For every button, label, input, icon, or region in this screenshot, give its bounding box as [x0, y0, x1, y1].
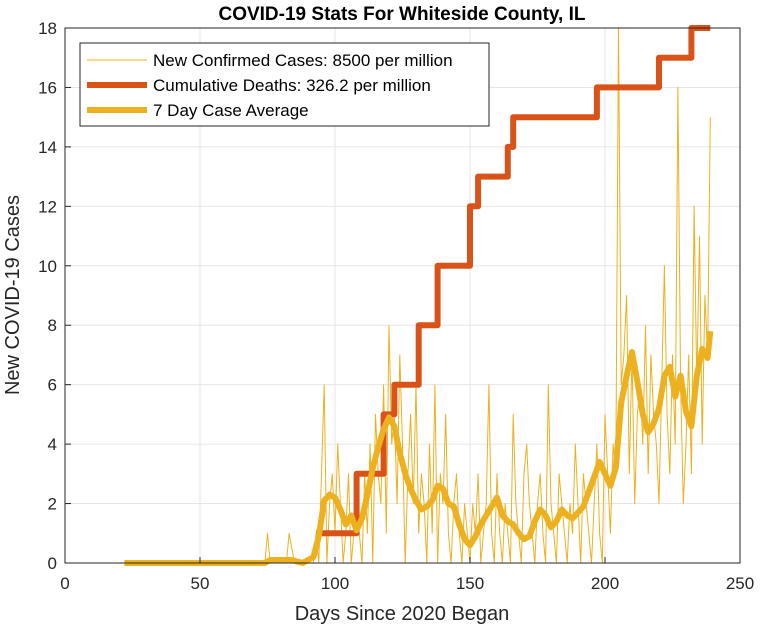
x-tick-label-5: 250	[726, 574, 754, 593]
x-tick-label-4: 200	[591, 574, 619, 593]
y-tick-label-8: 16	[38, 78, 57, 97]
y-tick-label-2: 4	[48, 435, 57, 454]
x-tick-label-1: 50	[191, 574, 210, 593]
x-axis-label: Days Since 2020 Began	[295, 603, 510, 625]
plot-frame	[64, 27, 741, 564]
x-tick-label-2: 100	[321, 574, 349, 593]
legend-label-cumulative-deaths: Cumulative Deaths: 326.2 per million	[153, 76, 431, 95]
y-tick-label-4: 8	[48, 316, 57, 335]
x-tick-label-3: 150	[456, 574, 484, 593]
series-line-1	[316, 25, 711, 537]
y-tick-label-3: 6	[48, 376, 57, 395]
y-tick-label-6: 12	[38, 197, 57, 216]
y-tick-label-7: 14	[38, 138, 57, 157]
y-tick-label-9: 18	[38, 19, 57, 38]
series-line-2	[124, 330, 714, 566]
legend-label-new-cases: New Confirmed Cases: 8500 per million	[153, 51, 453, 70]
y-tick-label-5: 10	[38, 257, 57, 276]
x-tick-label-0: 0	[60, 574, 69, 593]
legend-box	[79, 42, 490, 127]
y-tick-label-1: 2	[48, 495, 57, 514]
y-axis-label: New COVID-19 Cases	[2, 195, 24, 395]
y-tick-label-0: 0	[48, 554, 57, 573]
x-ticks: 0 50 100 150 200 250	[60, 557, 754, 593]
chart-title: COVID-19 Stats For Whiteside County, IL	[218, 4, 585, 25]
legend-label-seven-day-average: 7 Day Case Average	[153, 101, 309, 120]
y-ticks: 0 2 4 6 8 10 12 14 16 18	[38, 19, 71, 573]
legend: New Confirmed Cases: 8500 per million Cu…	[79, 42, 490, 127]
